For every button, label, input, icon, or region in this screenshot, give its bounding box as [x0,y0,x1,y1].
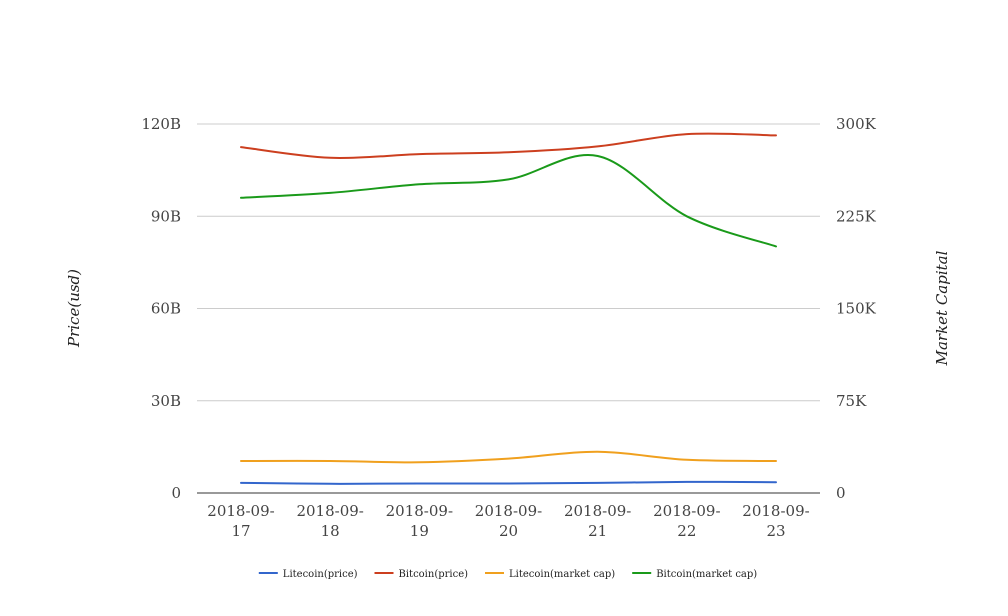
x-tick-label-line: 20 [499,522,518,540]
x-tick-label-line: 2018-09- [742,502,809,520]
x-tick-label-line: 2018-09- [564,502,631,520]
left-tick-label: 30B [151,392,181,410]
x-tick-label: 2018-09- 19 [386,502,453,540]
series-line-2 [240,132,777,160]
gridlines [197,123,820,494]
x-tick-label-line: 21 [588,522,607,540]
left-axis-ticks: 0 30B 60B 90B 120B [141,115,181,502]
x-tick-label-line: 2018-09- [386,502,453,520]
legend-label: Litecoin(market cap) [509,569,615,580]
right-tick-label: 300K [836,115,877,133]
left-axis-title: Price(usd) [65,269,83,348]
legend-item: Litecoin(market cap) [485,569,615,580]
legend-label: Litecoin(price) [283,569,358,580]
right-tick-label: 75K [836,392,867,410]
x-tick-label-line: 2018-09- [296,502,363,520]
series-line-3 [240,450,777,464]
legend-label: Bitcoin(price) [399,569,469,580]
x-tick-label-line: 23 [766,522,785,540]
legend: Litecoin(price) Bitcoin(price) Litecoin(ma… [258,569,757,580]
series-lines [240,132,777,485]
x-tick-label-line: 2018-09- [653,502,720,520]
right-tick-label: 150K [836,300,877,318]
x-axis-ticks: 2018-09-172018-09-182018-09-192018-09-20… [207,502,809,540]
left-tick-label: 120B [141,115,181,133]
series-line-1 [240,480,777,485]
x-tick-label: 2018-09- 20 [475,502,542,540]
x-tick-label-line: 18 [321,522,340,540]
x-tick-label-line: 17 [231,522,250,540]
x-tick-label: 2018-09- 23 [742,502,809,540]
right-axis-ticks: 0 75K 150K 225K 300K [836,115,877,502]
legend-item: Litecoin(price) [258,569,358,580]
x-tick-label: 2018-09- 21 [564,502,631,540]
x-tick-label-line: 19 [410,522,429,540]
x-tick-label-line: 2018-09- [207,502,274,520]
right-tick-label: 0 [836,484,846,502]
x-tick-label-line: 22 [677,522,696,540]
series-line-4 [240,154,777,248]
right-tick-label: 225K [836,207,877,225]
legend-item: Bitcoin(price) [374,569,469,580]
right-axis-title: Market Capital [933,250,951,366]
left-tick-label: 0 [171,484,181,502]
x-tick-label: 2018-09- 18 [296,502,363,540]
legend-item: Bitcoin(market cap) [632,569,757,580]
x-tick-label: 2018-09- 22 [653,502,720,540]
x-tick-label-line: 2018-09- [475,502,542,520]
legend-label: Bitcoin(market cap) [656,569,757,580]
x-tick-label: 2018-09- 17 [207,502,274,540]
left-tick-label: 90B [151,207,181,225]
left-tick-label: 60B [151,300,181,318]
